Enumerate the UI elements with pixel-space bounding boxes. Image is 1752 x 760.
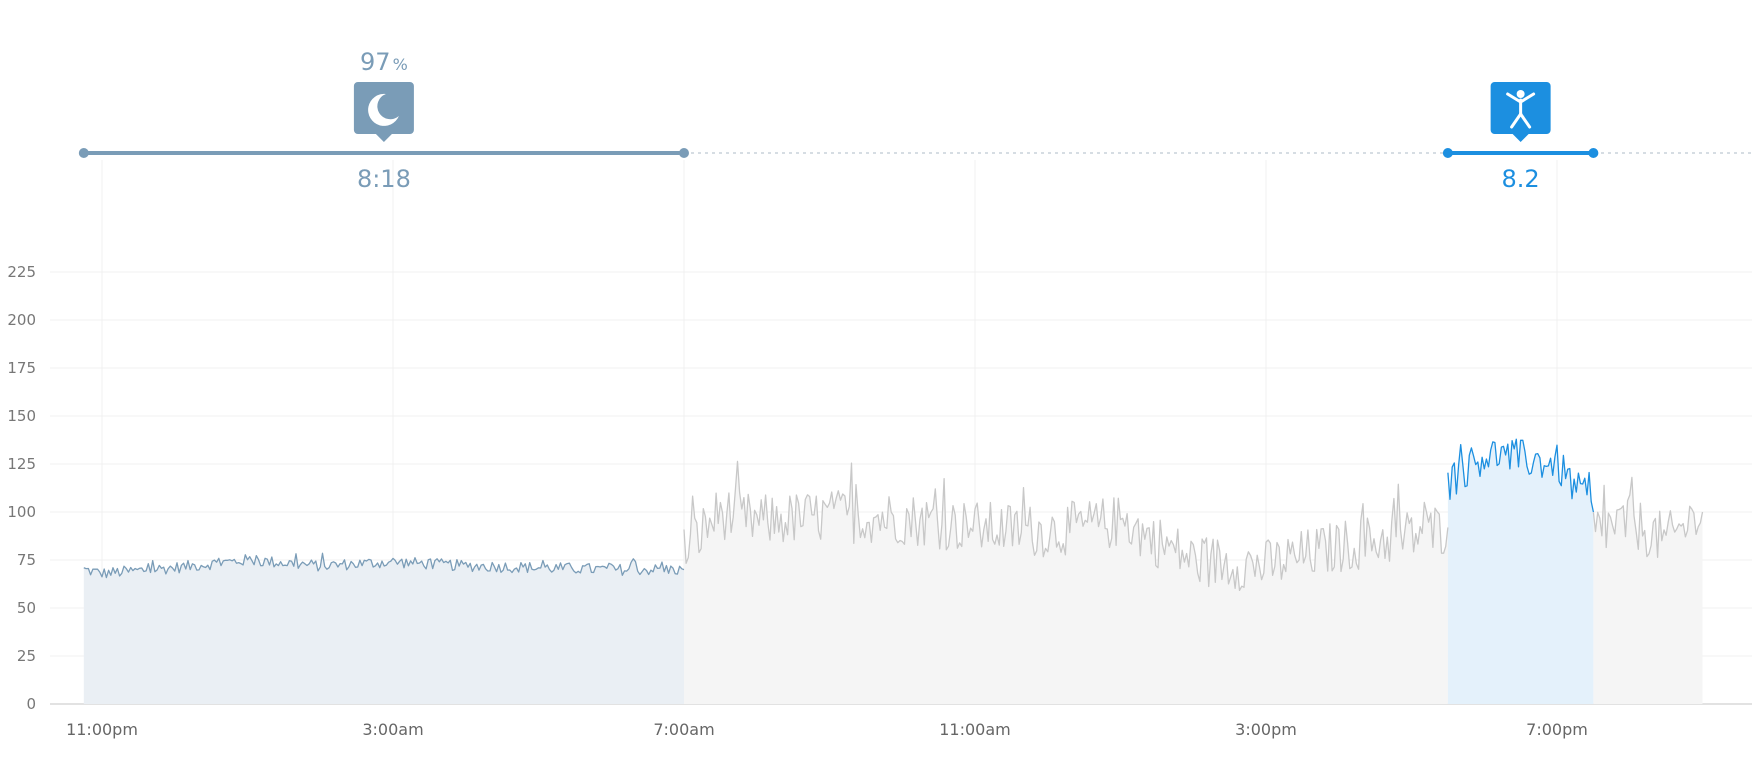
sleep-badge bbox=[353, 82, 414, 142]
moon-icon bbox=[368, 93, 399, 126]
day-line bbox=[683, 460, 1449, 592]
y-tick-label: 200 bbox=[7, 311, 36, 329]
y-tick-label: 25 bbox=[17, 647, 36, 665]
x-tick-label: 11:00pm bbox=[66, 720, 138, 739]
exercise-annotation[interactable]: 8.2 bbox=[1442, 82, 1599, 193]
x-tick-label: 7:00pm bbox=[1526, 720, 1588, 739]
activity-annotations: 97 % 8:18 8.2 bbox=[78, 48, 1752, 193]
exercise-area bbox=[1447, 439, 1594, 704]
y-tick-label: 125 bbox=[7, 455, 36, 473]
x-tick-label: 3:00am bbox=[362, 720, 423, 739]
sleep-bottom-value: 8:18 bbox=[357, 165, 411, 193]
day-area bbox=[684, 461, 1448, 704]
y-tick-label: 150 bbox=[7, 407, 36, 425]
exercise-bottom-value: 8.2 bbox=[1502, 165, 1540, 193]
y-tick-label: 225 bbox=[7, 263, 36, 281]
x-tick-label: 3:00pm bbox=[1235, 720, 1297, 739]
exercise-end-dot bbox=[1588, 148, 1599, 158]
evening-line bbox=[1592, 476, 1704, 558]
sleep-end-dot bbox=[679, 148, 689, 158]
sleep-top-value: 97% bbox=[360, 48, 408, 76]
series-lines bbox=[83, 438, 1704, 592]
y-tick-label: 50 bbox=[17, 599, 36, 617]
evening-area bbox=[1593, 477, 1703, 704]
sleep-annotation[interactable]: 97 % 8:18 bbox=[78, 48, 689, 193]
sleep-start-dot bbox=[78, 148, 89, 158]
y-tick-label: 0 bbox=[26, 695, 36, 713]
sleep-line bbox=[83, 552, 685, 579]
y-tick-label: 100 bbox=[7, 503, 36, 521]
sleep-area bbox=[83, 553, 685, 704]
person-icon bbox=[1506, 90, 1536, 129]
axis-labels: 0 25 50 75 100 125 150 175 200 225 11:00pm 3:00am 7:… bbox=[7, 263, 1587, 739]
area-fills bbox=[83, 439, 1703, 704]
x-tick-label: 11:00am bbox=[939, 720, 1011, 739]
exercise-line bbox=[1447, 438, 1595, 513]
y-tick-label: 75 bbox=[17, 551, 36, 569]
exercise-start-dot bbox=[1442, 148, 1453, 158]
y-tick-label: 175 bbox=[7, 359, 36, 377]
x-tick-label: 7:00am bbox=[653, 720, 714, 739]
